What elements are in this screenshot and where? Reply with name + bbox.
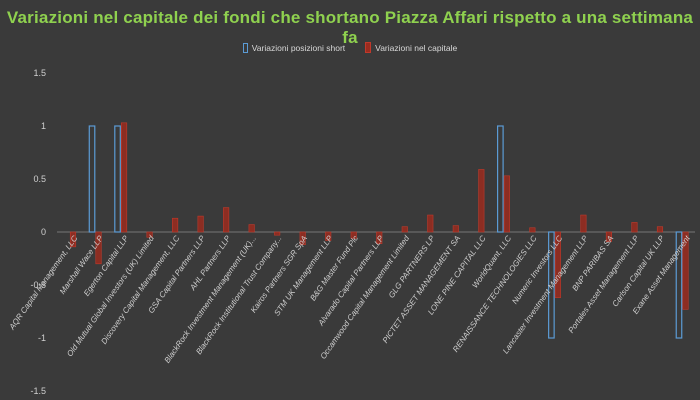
bar-short <box>548 231 555 339</box>
legend-swatch-short <box>242 42 248 53</box>
y-tick-label: 1.5 <box>33 68 46 78</box>
bar-capitale <box>69 231 77 248</box>
bar-short <box>88 125 96 233</box>
category-label: B&G Master Fund Plc <box>308 234 360 303</box>
category-label: Egerton Capital LLP <box>82 233 131 297</box>
bar-capitale <box>121 122 128 233</box>
y-tick-label: -1.5 <box>30 386 46 396</box>
bar-capitale <box>529 227 536 233</box>
bar-capitale <box>605 231 612 242</box>
bar-short <box>675 231 683 339</box>
bar-capitale <box>248 224 255 233</box>
bar-capitale <box>223 207 230 233</box>
bar-capitale <box>452 225 459 233</box>
bar-capitale <box>631 222 638 233</box>
legend: Variazioni posizioni short Variazioni ne… <box>0 42 700 53</box>
y-tick-label: 0 <box>41 227 46 237</box>
y-tick-label: 0.5 <box>33 174 46 184</box>
legend-label-short: Variazioni posizioni short <box>251 42 346 53</box>
legend-swatch-capitale <box>365 42 372 53</box>
bar-capitale <box>274 231 281 236</box>
bar-short <box>114 125 121 233</box>
bar-capitale <box>554 231 561 299</box>
bar-capitale <box>478 169 485 233</box>
bar-capitale <box>376 231 383 244</box>
bar-capitale <box>350 231 357 239</box>
bar-capitale <box>172 217 179 233</box>
bar-capitale <box>580 214 587 233</box>
bar-capitale <box>95 231 102 265</box>
y-tick-label: -1 <box>38 333 46 343</box>
legend-label-capitale: Variazioni nel capitale <box>375 42 458 53</box>
bar-capitale <box>299 231 306 246</box>
bar-capitale <box>325 231 332 241</box>
bar-capitale <box>656 226 664 233</box>
bar-capitale <box>146 231 153 238</box>
bar-short <box>497 125 504 233</box>
bar-capitale <box>401 226 408 233</box>
bar-capitale <box>427 214 434 233</box>
category-label: GLG PARTNERS LP <box>387 233 437 299</box>
legend-item-short: Variazioni posizioni short <box>242 42 346 53</box>
bar-capitale <box>682 231 689 310</box>
bar-capitale <box>197 215 204 233</box>
legend-item-capitale: Variazioni nel capitale <box>365 42 457 53</box>
y-tick-label: -0.5 <box>30 280 46 290</box>
y-tick-label: 1 <box>41 121 46 131</box>
chart-title: Variazioni nel capitale dei fondi che sh… <box>6 8 694 47</box>
bar-capitale <box>503 175 510 233</box>
